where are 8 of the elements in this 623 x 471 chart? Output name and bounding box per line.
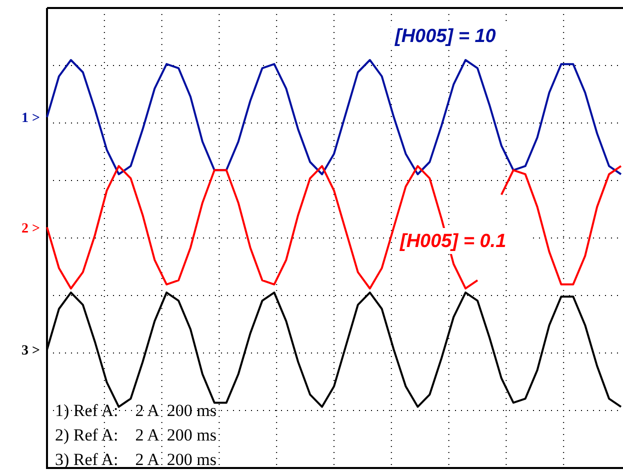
text: [H005] = 10 [394,26,496,47]
series-label: 2 > [22,221,40,236]
annotation: 3) Ref A: 2 A 200 ms [55,450,217,469]
series-label: 1 > [22,111,40,126]
series-label: 3 > [22,344,40,359]
annotation: [H005] = 0.1 [399,231,506,252]
annotation: 2) Ref A: 2 A 200 ms [55,426,217,444]
annotation: 1) Ref A: 2 A 200 ms [55,401,217,420]
